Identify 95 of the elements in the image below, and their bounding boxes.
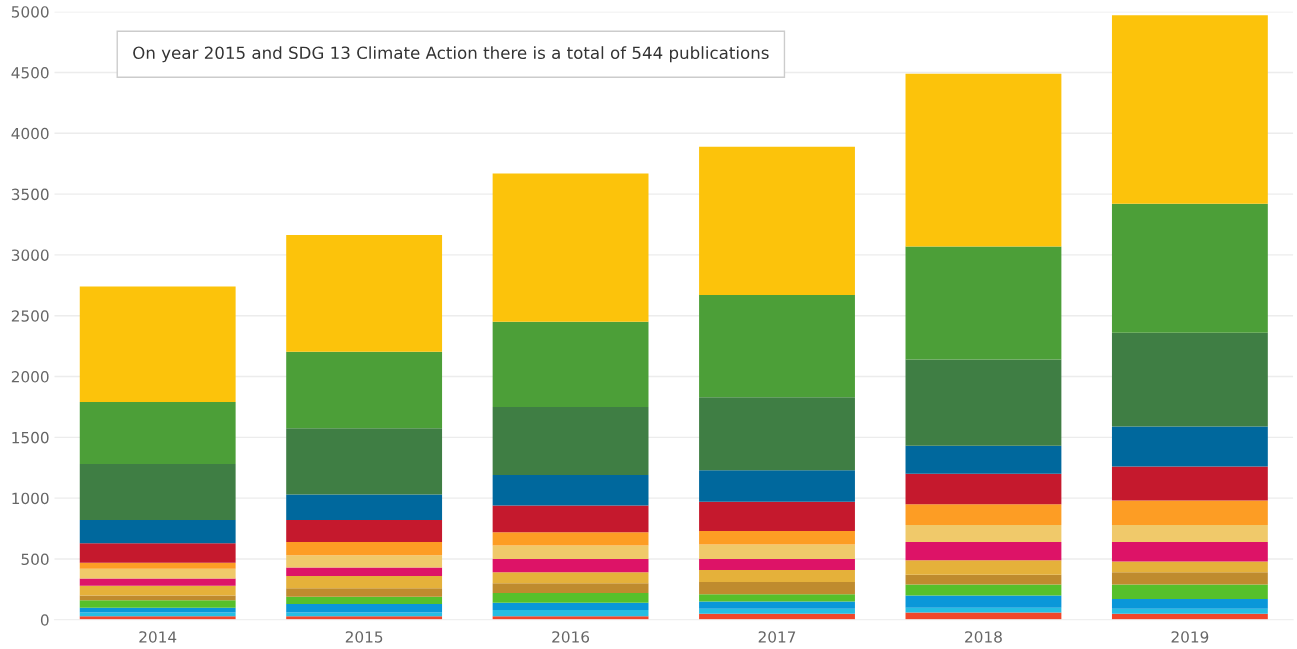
x-tick-label: 2016 — [552, 631, 590, 643]
bar — [1111, 332, 1268, 427]
bar — [699, 569, 855, 583]
bar — [699, 295, 855, 398]
bar — [492, 532, 649, 546]
bar — [286, 541, 443, 556]
bar — [286, 494, 443, 521]
bar — [79, 543, 236, 563]
bar — [492, 572, 649, 584]
bar — [1111, 599, 1268, 609]
bar — [79, 464, 236, 521]
bar — [699, 501, 855, 532]
bar — [1111, 426, 1268, 467]
bar — [905, 560, 1062, 575]
bar — [492, 610, 649, 617]
bar — [905, 359, 1062, 446]
bar — [492, 321, 649, 407]
bar — [492, 602, 649, 611]
y-tick-label: 1500 — [12, 431, 49, 444]
y-tick-label: 2500 — [11, 310, 49, 322]
bar — [79, 600, 236, 608]
bar — [905, 73, 1062, 247]
bar — [1111, 561, 1268, 573]
bar — [286, 603, 443, 613]
y-tick-label: 0 — [40, 614, 49, 626]
bar — [79, 568, 236, 579]
bar — [492, 475, 649, 506]
bar — [492, 505, 649, 533]
x-tick-label: 2015 — [345, 631, 383, 643]
bar — [1111, 500, 1268, 525]
bar — [699, 558, 855, 570]
bar — [905, 584, 1062, 596]
bar — [905, 246, 1062, 360]
bar — [699, 531, 855, 545]
bar — [286, 567, 443, 577]
bar — [286, 576, 443, 589]
bar — [1111, 203, 1268, 333]
bar — [492, 593, 649, 603]
bar — [1111, 584, 1268, 600]
y-tick-label: 1000 — [12, 492, 49, 505]
bar — [79, 585, 236, 596]
bar — [699, 544, 855, 559]
y-tick-label: 500 — [21, 553, 49, 566]
x-tick-label: 2014 — [139, 631, 177, 643]
bar — [286, 520, 443, 542]
bar — [1111, 524, 1268, 542]
bar — [492, 583, 649, 594]
bar — [699, 470, 855, 502]
bar — [905, 541, 1062, 561]
bar — [699, 397, 855, 471]
bar — [905, 504, 1062, 525]
bar — [1111, 466, 1268, 501]
y-tick-label: 5000 — [11, 6, 49, 18]
y-tick-label: 3500 — [11, 188, 49, 201]
bar — [492, 406, 649, 476]
bar — [699, 601, 855, 609]
bar — [1111, 15, 1268, 204]
bar — [905, 473, 1062, 505]
bar — [79, 595, 236, 601]
annotation: On year 2015 and SDG 13 Climate Action there is a total of 544 publications — [133, 46, 769, 63]
bar — [699, 582, 855, 595]
bar — [79, 402, 236, 465]
bar — [286, 588, 443, 597]
bar — [905, 612, 1062, 620]
bar — [286, 612, 443, 617]
bar — [699, 594, 855, 602]
bar — [699, 146, 855, 296]
y-tick-label: 2000 — [11, 371, 49, 383]
bar — [286, 428, 443, 495]
bar — [79, 562, 236, 569]
x-tick-label: 2017 — [758, 631, 796, 643]
bar — [79, 286, 236, 403]
bar — [492, 173, 649, 322]
bar — [79, 578, 236, 586]
x-tick-label: 2019 — [1171, 631, 1209, 643]
bar — [1111, 572, 1268, 585]
bar — [286, 351, 443, 429]
bar — [492, 545, 649, 559]
bar — [905, 595, 1062, 608]
bar — [905, 445, 1062, 474]
bar — [905, 574, 1062, 585]
bar — [1111, 608, 1268, 614]
x-tick-label: 2018 — [965, 631, 1002, 643]
y-tick-label: 3000 — [11, 249, 49, 261]
bar — [492, 558, 649, 573]
bar — [286, 596, 443, 604]
y-tick-label: 4500 — [11, 66, 49, 79]
bar — [1111, 541, 1268, 562]
bar — [79, 520, 236, 544]
bar — [699, 608, 855, 614]
y-tick-label: 4000 — [11, 127, 49, 140]
bar — [286, 234, 443, 352]
bar — [905, 524, 1062, 542]
bar — [286, 555, 443, 568]
bar — [79, 612, 236, 617]
